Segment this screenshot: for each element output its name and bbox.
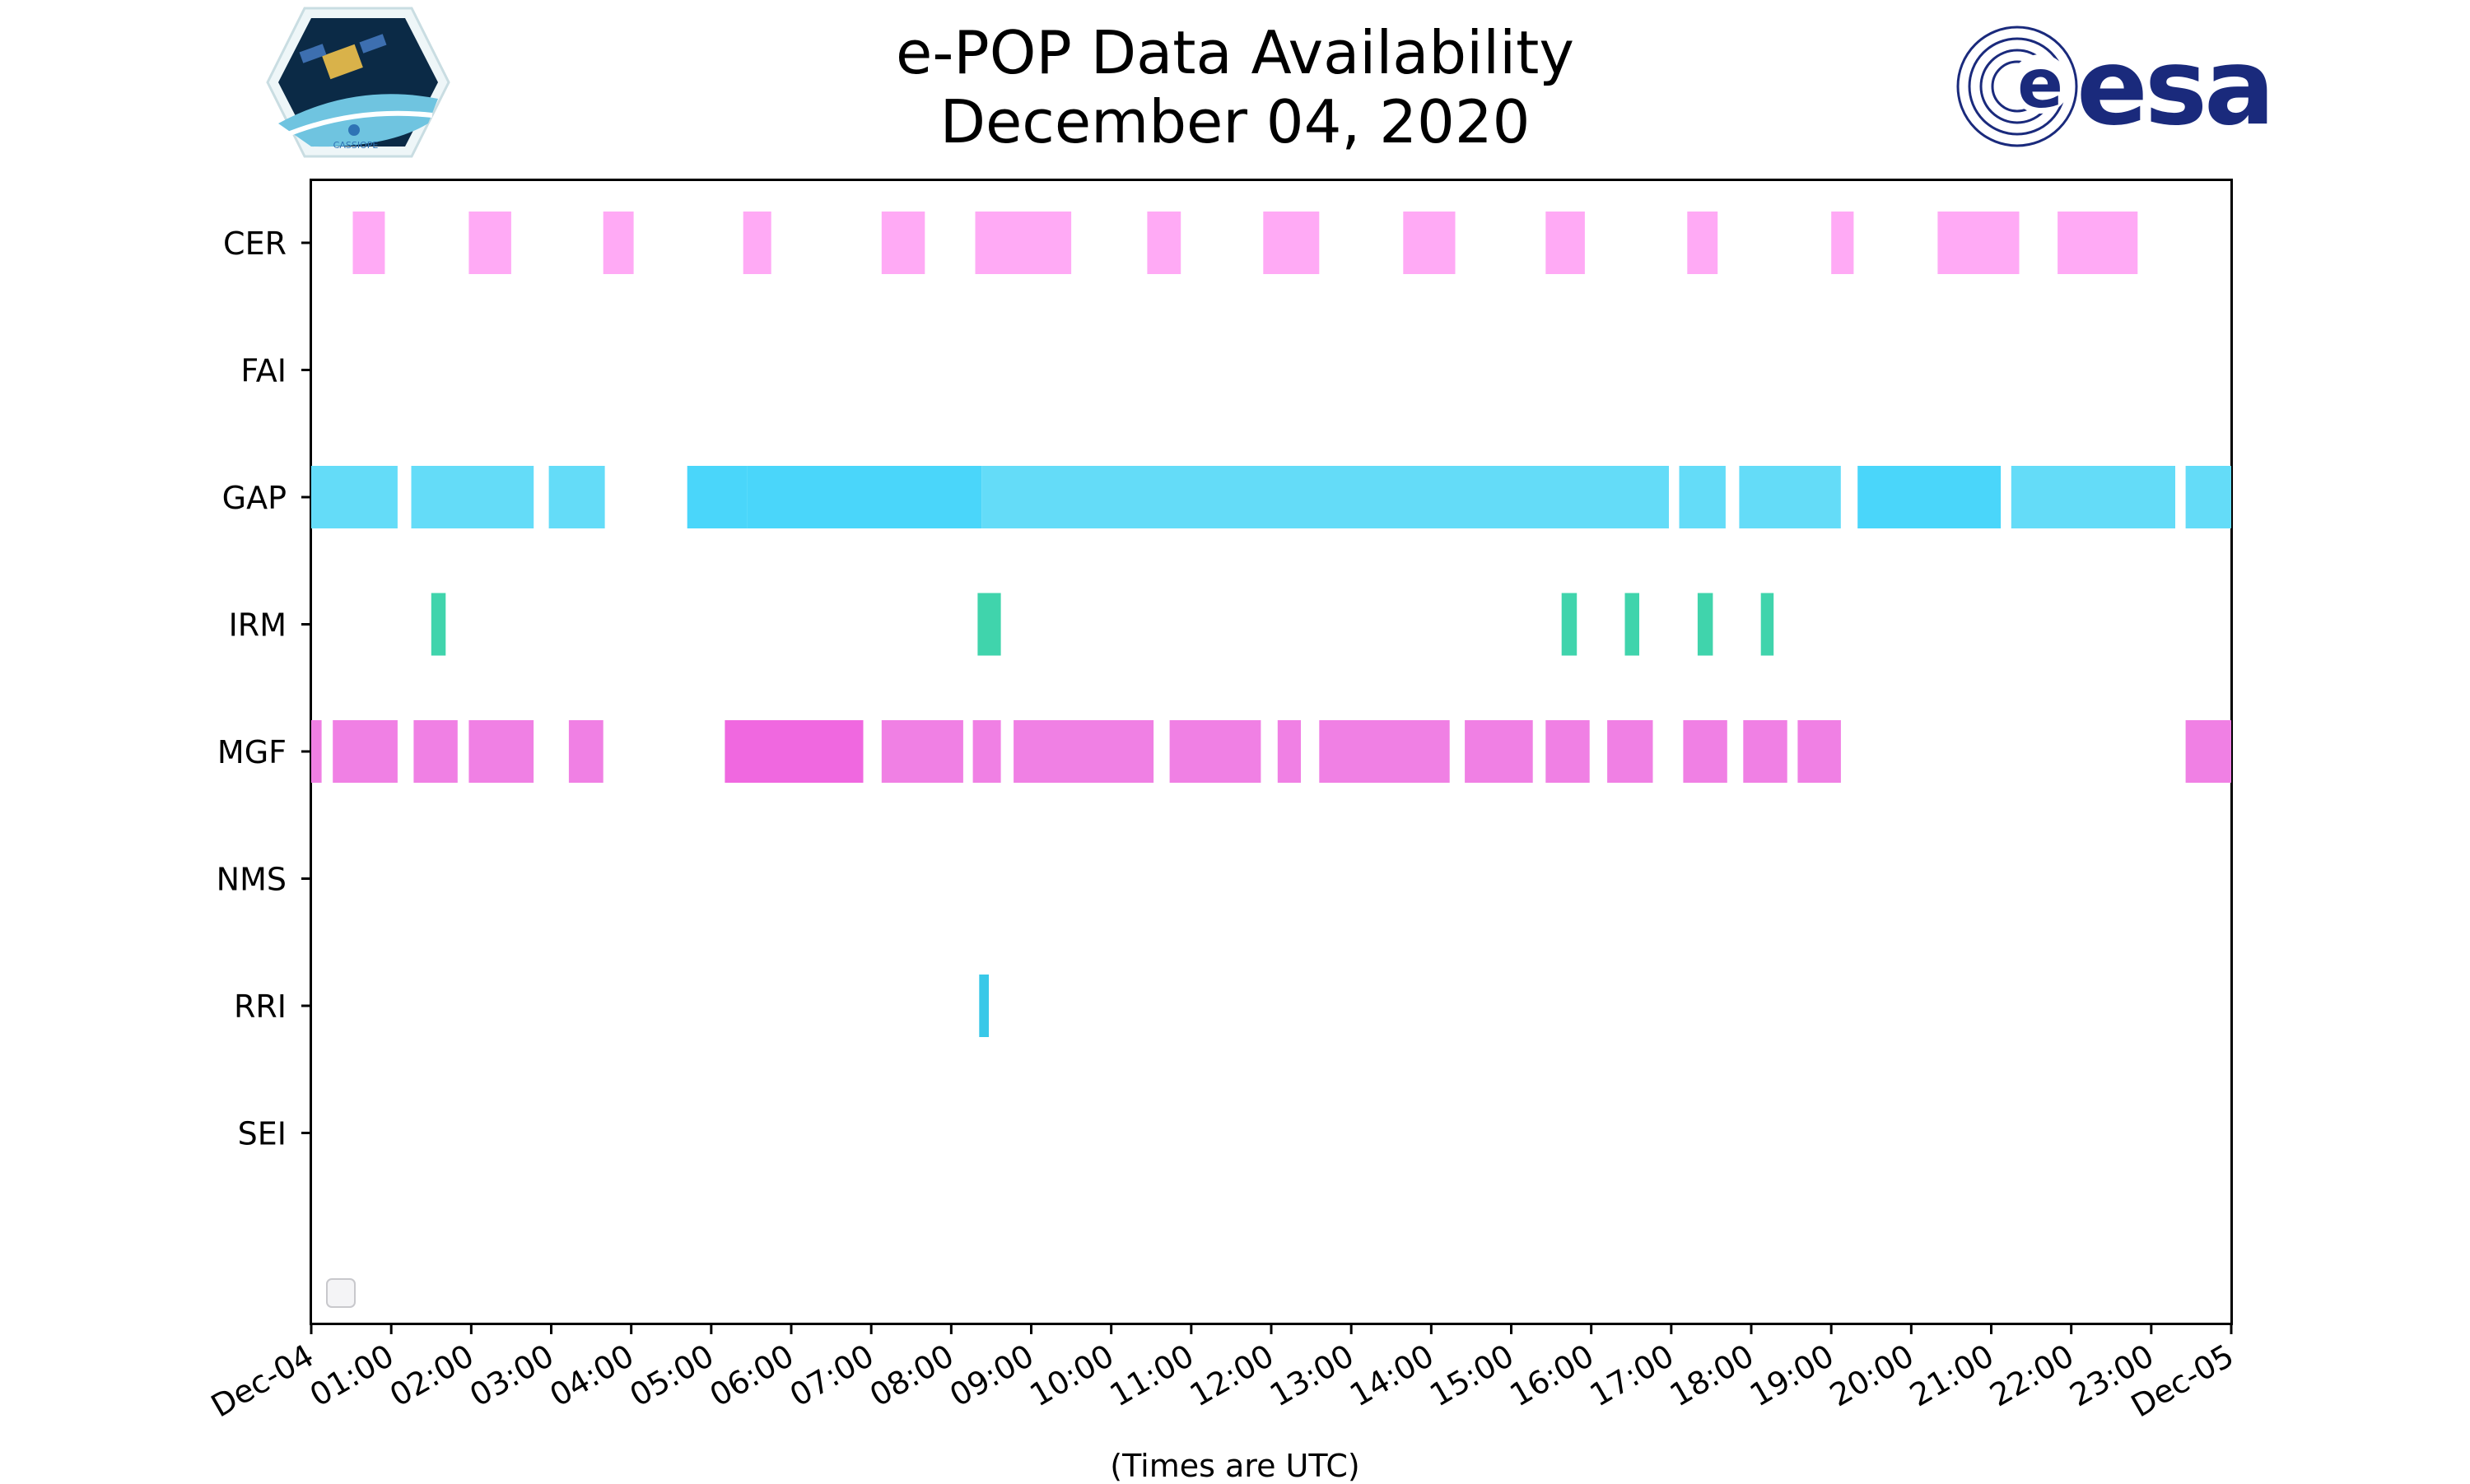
bar-cer-1 [468,212,511,274]
bar-gap-4 [747,466,982,528]
esa-logo-text: esa [2076,26,2272,149]
bar-irm-5 [1760,593,1774,656]
x-tick-label-13: 13:00 [1264,1337,1360,1414]
x-tick-label-5: 05:00 [623,1337,720,1414]
y-tick-label-rri: RRI [234,989,287,1025]
x-tick-label-18: 18:00 [1664,1337,1760,1414]
bar-gap-5 [981,466,1669,528]
bar-irm-3 [1624,593,1639,656]
bar-irm-2 [1561,593,1578,656]
bar-gap-3 [687,466,748,528]
x-tick-label-11: 11:00 [1103,1337,1200,1414]
bar-mgf-7 [972,720,1001,783]
x-tick-label-16: 16:00 [1503,1337,1600,1414]
y-tick-label-fai: FAI [240,353,287,389]
bar-mgf-4 [568,720,604,783]
bar-mgf-11 [1319,720,1450,783]
bar-mgf-13 [1545,720,1590,783]
x-tick-label-2: 02:00 [384,1337,480,1414]
esa-logo: e esa [1956,26,2275,149]
x-tick-label-20: 20:00 [1824,1337,1920,1414]
bar-mgf-16 [1743,720,1787,783]
x-tick-label-6: 06:00 [704,1337,800,1414]
bar-cer-2 [603,212,634,274]
bar-cer-12 [1937,212,2020,274]
y-tick-label-nms: NMS [217,862,287,898]
x-axis: Dec-0401:0002:0003:0004:0005:0006:0007:0… [205,1324,2240,1425]
y-tick-label-irm: IRM [229,607,287,644]
bar-irm-4 [1697,593,1713,656]
interval-bars [311,212,2231,1037]
x-tick-label-0: Dec-04 [205,1337,319,1425]
bar-cer-10 [1687,212,1718,274]
y-axis: CER FAI GAP IRM MGF NMS RRI SEI [217,226,311,1152]
bar-mgf-12 [1465,720,1533,783]
bar-rri-0 [979,975,989,1037]
bar-cer-8 [1403,212,1456,274]
bar-gap-2 [548,466,605,528]
bar-mgf-3 [468,720,534,783]
cassiope-logo-text: CASSIOPE [333,140,379,151]
x-tick-label-4: 04:00 [543,1337,640,1414]
bar-cer-0 [352,212,385,274]
chart-title: e-POP Data Availability [896,18,1574,87]
bar-cer-3 [743,212,771,274]
bar-mgf-0 [311,720,322,783]
bar-gap-10 [2185,466,2231,528]
cassiope-logo: CASSIOPE [266,7,450,158]
bar-cer-9 [1545,212,1585,274]
bar-gap-6 [1679,466,1726,528]
bar-cer-13 [2058,212,2138,274]
bar-gap-9 [2011,466,2175,528]
bar-mgf-2 [413,720,458,783]
x-tick-label-21: 21:00 [1904,1337,2000,1414]
bar-mgf-17 [1797,720,1841,783]
x-tick-label-22: 22:00 [1983,1337,2080,1414]
bar-gap-0 [311,466,398,528]
chart-subtitle: December 04, 2020 [939,87,1531,156]
x-tick-label-7: 07:00 [784,1337,880,1414]
bar-mgf-5 [725,720,864,783]
x-tick-label-12: 12:00 [1184,1337,1280,1414]
bar-mgf-18 [2185,720,2231,783]
x-tick-label-17: 17:00 [1583,1337,1680,1414]
x-tick-label-8: 08:00 [864,1337,960,1414]
bar-mgf-6 [881,720,963,783]
x-tick-label-9: 09:00 [944,1337,1040,1414]
bar-gap-7 [1739,466,1841,528]
bar-mgf-10 [1277,720,1301,783]
y-tick-label-cer: CER [223,226,287,262]
bar-gap-8 [1857,466,2002,528]
esa-e-glyph: e [2017,45,2063,123]
y-tick-label-sei: SEI [238,1116,287,1152]
bar-cer-11 [1831,212,1854,274]
bar-cer-7 [1263,212,1320,274]
plot-area [310,179,2233,1325]
bar-irm-0 [431,593,446,656]
bar-mgf-9 [1169,720,1261,783]
x-tick-label-14: 14:00 [1344,1337,1440,1414]
y-tick-label-mgf: MGF [217,734,287,770]
x-tick-label-10: 10:00 [1023,1337,1120,1414]
x-axis-label: (Times are UTC) [1110,1448,1360,1484]
bar-gap-1 [411,466,534,528]
y-tick-label-gap: GAP [222,480,287,516]
bar-mgf-8 [1014,720,1154,783]
bar-cer-5 [975,212,1072,274]
bar-mgf-15 [1683,720,1727,783]
bar-cer-4 [881,212,925,274]
bar-cer-6 [1147,212,1181,274]
x-tick-label-15: 15:00 [1424,1337,1520,1414]
x-tick-label-19: 19:00 [1744,1337,1840,1414]
esa-swirl-icon [1956,26,2078,147]
bar-mgf-1 [333,720,398,783]
bar-irm-1 [977,593,1001,656]
x-tick-label-3: 03:00 [464,1337,560,1414]
legend-box [326,1278,356,1308]
bar-mgf-14 [1607,720,1653,783]
x-tick-label-1: 01:00 [304,1337,400,1414]
